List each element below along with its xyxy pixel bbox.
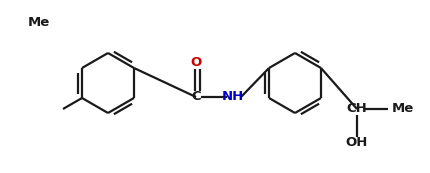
Text: NH: NH — [221, 90, 243, 103]
Text: O: O — [190, 57, 201, 70]
Text: Me: Me — [28, 16, 50, 29]
Text: OH: OH — [345, 136, 367, 149]
Text: C: C — [191, 90, 200, 103]
Text: CH: CH — [346, 102, 366, 116]
Text: Me: Me — [391, 102, 413, 116]
